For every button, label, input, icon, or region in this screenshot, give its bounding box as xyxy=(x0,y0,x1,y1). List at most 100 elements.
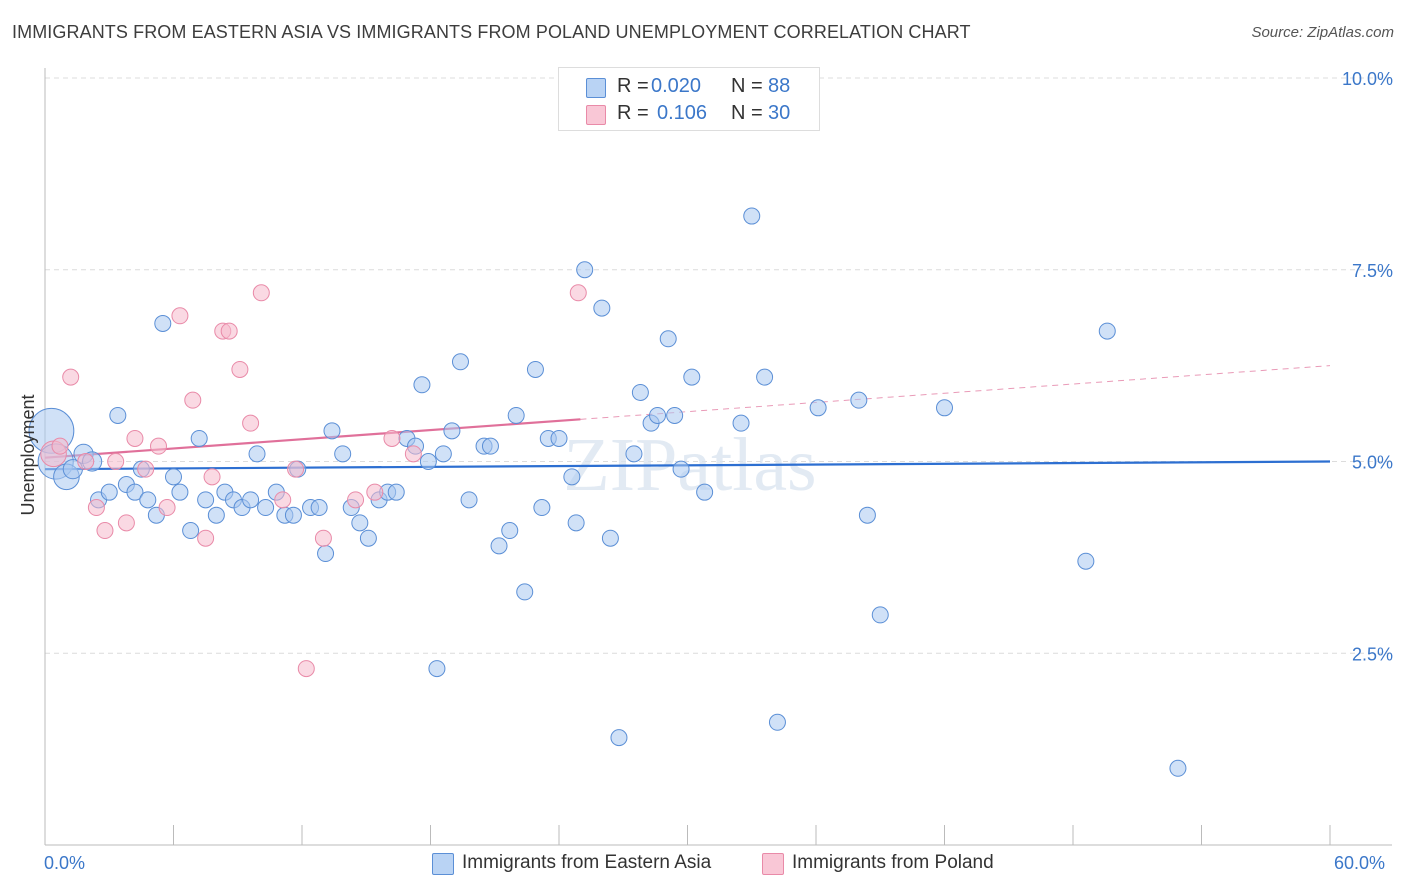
point-eastern-asia xyxy=(165,468,182,486)
point-eastern-asia xyxy=(1098,322,1116,340)
point-eastern-asia xyxy=(126,483,144,501)
point-eastern-asia xyxy=(732,414,750,432)
point-eastern-asia xyxy=(171,483,189,501)
y-tick-labels: 2.5% 5.0% 7.5% 10.0% xyxy=(1342,69,1393,664)
point-eastern-asia xyxy=(443,422,461,440)
point-eastern-asia xyxy=(154,314,172,332)
point-poland xyxy=(150,437,168,455)
point-poland xyxy=(184,391,202,409)
point-eastern-asia xyxy=(593,299,611,317)
point-eastern-asia xyxy=(936,399,953,417)
point-poland xyxy=(77,453,95,470)
legend-swatch-blue xyxy=(586,78,606,98)
bottom-legend-label: Immigrants from Poland xyxy=(792,852,994,873)
y-tick-label: 10.0% xyxy=(1342,69,1393,89)
point-poland xyxy=(62,368,80,386)
point-poland xyxy=(137,460,155,478)
point-eastern-asia xyxy=(756,368,774,386)
y-tick-label: 2.5% xyxy=(1352,644,1393,664)
point-eastern-asia xyxy=(610,729,628,747)
point-poland xyxy=(158,499,176,517)
point-poland xyxy=(314,529,332,547)
point-eastern-asia xyxy=(659,330,677,348)
point-poland xyxy=(203,468,221,486)
point-eastern-asia xyxy=(197,491,215,509)
legend-n-label: N = xyxy=(731,75,763,97)
point-eastern-asia xyxy=(182,522,200,540)
point-eastern-asia xyxy=(434,445,452,463)
point-eastern-asia xyxy=(310,499,328,517)
point-eastern-asia xyxy=(1077,552,1095,570)
data-points xyxy=(28,207,1187,777)
point-eastern-asia xyxy=(257,499,275,517)
bottom-legend-swatch-blue xyxy=(432,853,454,875)
legend-swatch-pink xyxy=(586,105,606,125)
point-eastern-asia xyxy=(507,406,525,424)
point-poland xyxy=(51,437,69,455)
y-tick-label: 5.0% xyxy=(1352,453,1393,473)
y-tick-label: 7.5% xyxy=(1352,261,1393,281)
point-eastern-asia xyxy=(419,453,437,470)
point-eastern-asia xyxy=(809,399,827,417)
point-poland xyxy=(117,514,135,532)
point-eastern-asia xyxy=(109,406,127,424)
chart-title: IMMIGRANTS FROM EASTERN ASIA VS IMMIGRAN… xyxy=(12,22,971,42)
point-eastern-asia xyxy=(359,529,377,547)
point-eastern-asia xyxy=(1169,759,1187,777)
point-eastern-asia xyxy=(490,537,508,555)
point-eastern-asia xyxy=(242,491,260,509)
point-eastern-asia xyxy=(334,445,352,463)
bottom-legend-label: Immigrants from Eastern Asia xyxy=(462,852,712,873)
point-eastern-asia xyxy=(563,468,581,486)
point-eastern-asia xyxy=(428,660,446,678)
point-eastern-asia xyxy=(351,514,369,532)
point-eastern-asia xyxy=(139,491,157,509)
trendline-poland xyxy=(44,418,581,459)
legend-r-value: 0.020 xyxy=(651,75,702,97)
point-eastern-asia xyxy=(850,391,868,409)
point-eastern-asia xyxy=(576,261,594,279)
point-poland xyxy=(297,660,315,678)
point-poland xyxy=(404,445,422,463)
point-eastern-asia xyxy=(207,506,225,524)
point-eastern-asia xyxy=(601,529,619,547)
legend-n-value: 88 xyxy=(768,75,791,97)
chart-source: Source: ZipAtlas.com xyxy=(1251,24,1394,41)
legend-r-label: R = xyxy=(617,75,649,97)
point-eastern-asia xyxy=(666,406,684,424)
point-poland xyxy=(274,491,292,509)
point-eastern-asia xyxy=(516,583,534,601)
point-poland xyxy=(96,522,114,540)
point-poland xyxy=(126,429,144,447)
stats-legend: R = 0.020 N = 88 R = 0.106 N = 30 xyxy=(558,67,820,131)
point-poland xyxy=(366,483,384,501)
point-eastern-asia xyxy=(768,713,786,731)
point-eastern-asia xyxy=(871,606,889,624)
y-axis-label: Unemployment xyxy=(18,394,38,515)
legend-r-value: 0.106 xyxy=(657,102,708,124)
point-poland xyxy=(252,284,270,302)
point-eastern-asia xyxy=(323,422,341,440)
legend-row-eastern-asia: R = 0.020 N = 88 xyxy=(559,74,819,100)
legend-n-label: N = xyxy=(731,102,763,124)
point-eastern-asia xyxy=(683,368,701,386)
point-eastern-asia xyxy=(625,445,643,463)
point-poland xyxy=(287,460,305,478)
point-eastern-asia xyxy=(413,376,431,394)
point-eastern-asia xyxy=(631,383,649,401)
point-poland xyxy=(242,414,260,432)
point-eastern-asia xyxy=(451,353,469,371)
point-poland xyxy=(107,453,125,470)
point-eastern-asia xyxy=(533,499,551,517)
point-eastern-asia xyxy=(387,483,405,501)
point-eastern-asia xyxy=(567,514,585,532)
x-tick-label-min: 0.0% xyxy=(44,853,86,873)
point-poland xyxy=(347,491,365,509)
point-eastern-asia xyxy=(317,545,335,563)
point-eastern-asia xyxy=(672,460,690,478)
point-poland xyxy=(197,529,215,547)
point-eastern-asia xyxy=(696,483,714,501)
bottom-legend-swatch-pink xyxy=(762,853,784,875)
legend-row-poland: R = 0.106 N = 30 xyxy=(559,101,819,127)
